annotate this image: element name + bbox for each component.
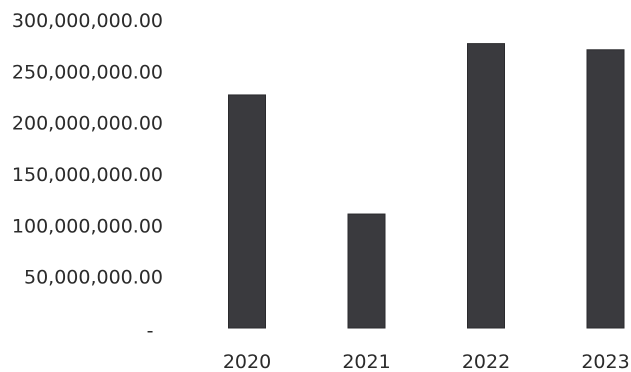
bar-2021 bbox=[347, 213, 386, 329]
y-tick-label: 300,000,000.00 bbox=[12, 10, 163, 32]
y-tick-label: 250,000,000.00 bbox=[12, 61, 163, 83]
y-tick-label: 50,000,000.00 bbox=[24, 267, 163, 289]
y-tick-label: - bbox=[147, 320, 154, 342]
bar-2020 bbox=[228, 94, 266, 329]
x-tick-label: 2022 bbox=[462, 351, 510, 372]
y-tick-label: 100,000,000.00 bbox=[12, 215, 163, 237]
y-tick-label: 200,000,000.00 bbox=[12, 113, 163, 135]
bars bbox=[228, 43, 625, 329]
x-axis: 2020 2021 2022 2023 bbox=[223, 351, 630, 372]
x-tick-label: 2023 bbox=[581, 351, 629, 372]
bar-2023 bbox=[586, 49, 625, 329]
x-tick-label: 2021 bbox=[342, 351, 390, 372]
bar-2022 bbox=[467, 43, 505, 329]
y-axis: - 50,000,000.00 100,000,000.00 150,000,000.… bbox=[12, 10, 163, 342]
x-tick-label: 2020 bbox=[223, 351, 271, 372]
y-tick-label: 150,000,000.00 bbox=[12, 164, 163, 186]
